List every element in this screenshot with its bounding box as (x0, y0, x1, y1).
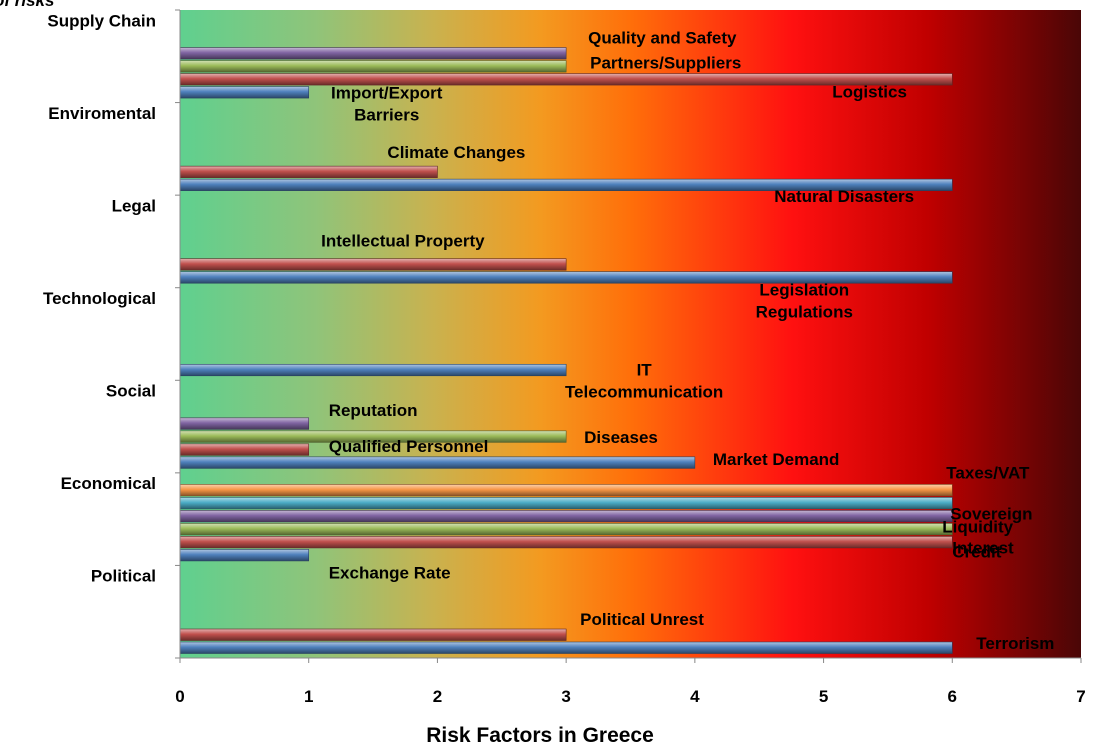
bar-sovereign (179, 497, 953, 510)
bar-import-export-barriers (179, 86, 310, 99)
data-label-logistics: Logistics (832, 83, 907, 102)
data-label-legislation-regulations: Legislation (759, 281, 849, 300)
plot-background (180, 10, 1081, 658)
axis-layer (175, 9, 1082, 663)
bar-quality-and-safety (179, 47, 567, 60)
data-label-quality-and-safety: Quality and Safety (588, 29, 737, 48)
bars-layer (179, 47, 953, 654)
category-label-supply-chain: Supply Chain (47, 11, 156, 30)
chart-title-fragment: of risks (0, 0, 54, 10)
category-label-legal: Legal (112, 196, 156, 215)
labels-layer: Political Terrorism Political Unrest Econom… (43, 11, 1086, 706)
x-axis-title: Risk Factors in Greece (426, 724, 654, 747)
x-tick-label: 0 (175, 687, 184, 706)
x-tick-label: 1 (304, 687, 313, 706)
data-label-import-export-barriers: Barriers (354, 106, 419, 125)
bar-taxes-vat (179, 484, 953, 497)
x-tick-label: 7 (1076, 687, 1085, 706)
data-label-natural-disasters: Natural Disasters (774, 187, 914, 206)
data-label-market-demand: Market Demand (713, 450, 840, 469)
bar-political-unrest (179, 628, 567, 641)
category-label-social: Social (106, 382, 156, 401)
bar-partners-suppliers (179, 60, 567, 73)
bar-intellectual-property (179, 258, 567, 271)
data-label-political-unrest: Political Unrest (580, 610, 704, 629)
category-label-political: Political (91, 567, 156, 586)
x-tick-label: 3 (561, 687, 570, 706)
bar-reputation (179, 417, 310, 430)
bar-exchange-rate (179, 549, 310, 562)
data-label-sovereign: Sovereign (950, 504, 1032, 523)
bar-it-telecommunication (179, 363, 567, 377)
data-label-liquidity: Liquidity (942, 517, 1013, 536)
data-label-taxes-vat: Taxes/VAT (946, 463, 1030, 482)
data-label-it-telecommunication: Telecommunication (565, 382, 723, 401)
x-tick-label: 2 (433, 687, 442, 706)
bar-market-demand (179, 456, 696, 469)
data-label-interest: Interest (952, 538, 1014, 557)
bar-qualified-personnel (179, 443, 310, 456)
data-label-it-telecommunication: IT (637, 360, 653, 379)
bar-credit (179, 536, 953, 549)
x-tick-label: 4 (690, 687, 700, 706)
data-label-import-export-barriers: Import/Export (331, 84, 443, 103)
x-tick-label: 5 (819, 687, 828, 706)
bar-climate-changes (179, 165, 438, 178)
data-label-intellectual-property: Intellectual Property (321, 232, 485, 251)
category-label-technological: Technological (43, 289, 156, 308)
data-label-reputation: Reputation (329, 401, 418, 420)
data-label-climate-changes: Climate Changes (387, 143, 525, 162)
category-label-enviromental: Enviromental (48, 104, 156, 123)
category-label-economical: Economical (61, 474, 156, 493)
data-label-terrorism: Terrorism (976, 634, 1054, 653)
bar-terrorism (179, 641, 953, 654)
bar-liquidity (179, 510, 953, 523)
data-label-partners-suppliers: Partners/Suppliers (590, 54, 741, 73)
x-tick-label: 6 (948, 687, 957, 706)
data-label-exchange-rate: Exchange Rate (329, 563, 451, 582)
data-label-diseases: Diseases (584, 428, 658, 447)
data-label-qualified-personnel: Qualified Personnel (329, 437, 489, 456)
data-label-credit: Credit (952, 542, 1001, 561)
bar-interest (179, 523, 953, 536)
data-label-legislation-regulations: Regulations (756, 303, 853, 322)
